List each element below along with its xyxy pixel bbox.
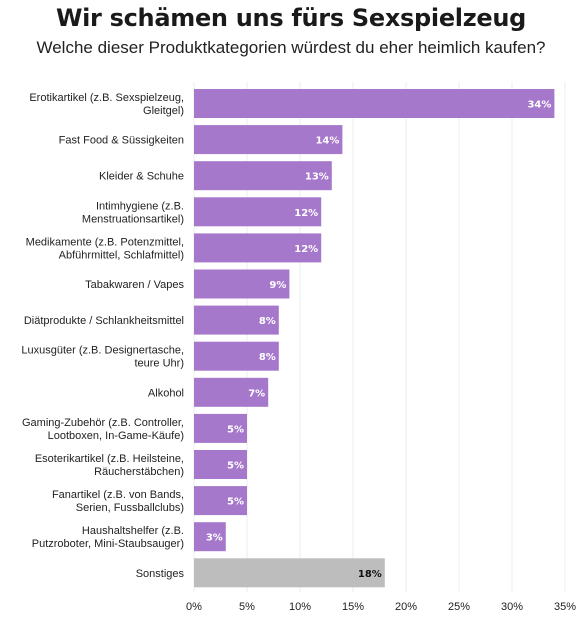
category-label: Gaming-Zubehör (z.B. Controller, Lootboxe… (22, 417, 184, 442)
category-label-line: Alkohol (148, 387, 184, 399)
x-axis-ticks: 0% 5% 10% 15% 20% 25% 30% 35% (186, 601, 576, 613)
chart-title: Wir schämen uns fürs Sexspielzeug (55, 4, 527, 32)
category-label-line: Sonstiges (136, 568, 185, 580)
category-label-line: Esoterikartikel (z.B. Heilsteine, (35, 453, 184, 465)
bar (194, 125, 343, 155)
category-label-line: Abführmittel, Schlafmittel) (59, 249, 184, 261)
category-label-line: Räucherstäbchen) (94, 466, 184, 478)
bar-value-label: 8% (259, 316, 276, 327)
category-label-line: Haushaltshelfer (z.B. (82, 525, 184, 537)
bar-value-label: 14% (315, 136, 339, 147)
bar-value-label: 8% (259, 352, 276, 363)
category-label-line: Lootboxen, In-Game-Käufe) (48, 430, 184, 442)
grid-lines (193, 82, 566, 592)
x-tick-label: 10% (289, 601, 311, 613)
bars: 34% 14% 13% 12% 12% 9% 8% 8% 7% 5% 5% 5% 3% 18% (194, 89, 555, 588)
category-label-line: Erotikartikel (z.B. Sexspielzeug, (29, 92, 184, 104)
bar (194, 450, 247, 479)
category-label-line: Putzroboter, Mini-Staubsauger) (32, 538, 184, 550)
category-label: Fanartikel (z.B. von Bands, Serien, Fussb… (52, 489, 184, 514)
category-label-line: Medikamente (z.B. Potenzmittel, (26, 236, 184, 248)
bar-value-label: 5% (227, 497, 244, 508)
bar (194, 233, 322, 263)
bar (194, 486, 247, 516)
bar (194, 341, 279, 371)
bar-value-label: 12% (294, 208, 318, 219)
category-label: Intimhygiene (z.B. Menstruationsartikel) (82, 200, 184, 225)
bar-value-label: 3% (206, 533, 223, 544)
category-label-line: Menstruationsartikel) (82, 213, 184, 225)
chart-subtitle: Welche dieser Produktkategorien würdest … (36, 38, 546, 57)
x-tick-label: 5% (239, 601, 255, 613)
bar (194, 197, 322, 227)
bar (194, 522, 226, 552)
category-label-line: Tabakwaren / Vapes (85, 279, 184, 291)
category-label: Luxusgüter (z.B. Designertasche, teure Uh… (21, 345, 184, 370)
bar-value-label: 5% (227, 461, 244, 472)
category-label-line: teure Uhr) (134, 358, 184, 370)
category-label-line: Intimhygiene (z.B. (96, 200, 184, 212)
category-label-line: Kleider & Schuhe (99, 171, 184, 183)
category-label-line: Fast Food & Süssigkeiten (59, 135, 184, 147)
category-label: Haushaltshelfer (z.B. Putzroboter, Mini-S… (32, 525, 184, 550)
bar-value-label: 7% (248, 388, 265, 399)
bar (194, 377, 269, 407)
category-label-line: Gaming-Zubehör (z.B. Controller, (22, 417, 184, 429)
bar-value-label: 34% (527, 100, 551, 111)
bar-value-label: 5% (227, 424, 244, 435)
category-label-line: Gleitgel) (143, 105, 184, 117)
x-tick-label: 25% (448, 601, 470, 613)
category-label: Tabakwaren / Vapes (85, 279, 184, 291)
x-tick-label: 35% (554, 601, 576, 613)
bar-value-label: 13% (305, 172, 329, 183)
category-labels: Erotikartikel (z.B. Sexspielzeug, Gleitge… (21, 92, 184, 580)
bar-value-label: 9% (269, 280, 286, 291)
category-label-line: Diätprodukte / Schlankheitsmittel (24, 315, 184, 327)
bar (194, 305, 279, 335)
bar (194, 558, 385, 588)
category-label: Diätprodukte / Schlankheitsmittel (24, 315, 184, 327)
x-tick-label: 20% (395, 601, 417, 613)
bar (194, 269, 290, 299)
category-label: Kleider & Schuhe (99, 171, 184, 183)
category-label: Medikamente (z.B. Potenzmittel, Abführmit… (26, 236, 184, 261)
x-tick-label: 0% (186, 601, 202, 613)
category-label-line: Serien, Fussballclubs) (76, 502, 184, 514)
category-label-line: Fanartikel (z.B. von Bands, (52, 489, 184, 501)
bar (194, 89, 555, 118)
category-label: Esoterikartikel (z.B. Heilsteine, Räucher… (35, 453, 184, 478)
category-label: Alkohol (148, 387, 184, 399)
category-label: Sonstiges (136, 568, 185, 580)
category-label: Erotikartikel (z.B. Sexspielzeug, Gleitge… (29, 92, 184, 117)
category-label-line: Luxusgüter (z.B. Designertasche, (21, 345, 184, 357)
bar-value-label: 18% (358, 569, 382, 580)
x-tick-label: 15% (342, 601, 364, 613)
bar (194, 413, 247, 443)
category-label: Fast Food & Süssigkeiten (59, 135, 184, 147)
bar (194, 161, 332, 191)
bar-value-label: 12% (294, 244, 318, 255)
x-tick-label: 30% (501, 601, 523, 613)
